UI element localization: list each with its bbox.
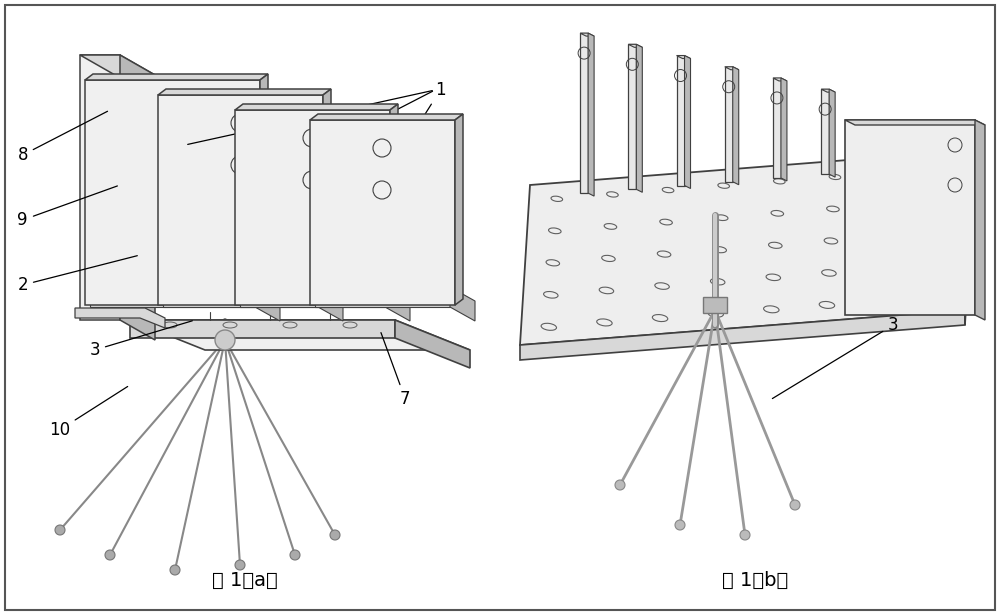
Circle shape <box>235 560 245 570</box>
Circle shape <box>790 500 800 510</box>
Polygon shape <box>725 67 739 69</box>
Polygon shape <box>580 33 594 36</box>
Polygon shape <box>628 44 636 189</box>
Text: 8: 8 <box>18 111 108 164</box>
Circle shape <box>105 550 115 560</box>
Polygon shape <box>975 120 985 320</box>
Polygon shape <box>163 287 318 307</box>
Text: 3: 3 <box>89 321 192 359</box>
Polygon shape <box>450 287 475 321</box>
Polygon shape <box>75 308 165 328</box>
Polygon shape <box>310 120 455 305</box>
Polygon shape <box>158 95 323 305</box>
Polygon shape <box>315 287 450 307</box>
Polygon shape <box>80 55 155 75</box>
Text: 9: 9 <box>18 186 117 229</box>
Polygon shape <box>821 89 829 174</box>
Polygon shape <box>395 320 470 368</box>
Circle shape <box>330 530 340 540</box>
Polygon shape <box>120 55 155 340</box>
Circle shape <box>615 480 625 490</box>
Polygon shape <box>781 78 787 181</box>
Polygon shape <box>965 150 975 325</box>
Text: 7: 7 <box>381 333 411 408</box>
Polygon shape <box>677 55 691 58</box>
Polygon shape <box>773 78 781 178</box>
Circle shape <box>675 520 685 530</box>
Polygon shape <box>255 287 280 321</box>
Polygon shape <box>235 110 390 305</box>
Polygon shape <box>703 297 727 313</box>
Text: 1: 1 <box>356 81 446 223</box>
Polygon shape <box>240 287 385 307</box>
Polygon shape <box>733 67 739 184</box>
Polygon shape <box>318 287 343 321</box>
Polygon shape <box>385 287 410 321</box>
Polygon shape <box>580 33 588 193</box>
Polygon shape <box>628 44 642 47</box>
Polygon shape <box>829 89 835 177</box>
Polygon shape <box>130 320 395 338</box>
Polygon shape <box>636 44 642 192</box>
Circle shape <box>290 550 300 560</box>
Text: 图 1（a）: 图 1（a） <box>212 571 278 590</box>
Circle shape <box>215 330 235 350</box>
Text: 图 1（b）: 图 1（b） <box>722 571 788 590</box>
Polygon shape <box>455 114 463 305</box>
Polygon shape <box>158 89 331 95</box>
Polygon shape <box>725 67 733 181</box>
Polygon shape <box>260 74 268 305</box>
Text: 3: 3 <box>772 316 899 399</box>
Polygon shape <box>390 104 398 305</box>
Polygon shape <box>845 120 975 315</box>
Text: 10: 10 <box>49 386 128 439</box>
Polygon shape <box>323 89 331 305</box>
Polygon shape <box>235 104 398 110</box>
Polygon shape <box>80 55 120 320</box>
Text: 2: 2 <box>17 256 137 294</box>
Polygon shape <box>677 55 685 186</box>
Polygon shape <box>90 287 255 307</box>
Circle shape <box>55 525 65 535</box>
Polygon shape <box>773 78 787 81</box>
Polygon shape <box>845 120 985 125</box>
Polygon shape <box>310 114 463 120</box>
Polygon shape <box>588 33 594 196</box>
Polygon shape <box>520 150 975 345</box>
Polygon shape <box>85 74 268 80</box>
Polygon shape <box>85 80 260 305</box>
Polygon shape <box>821 89 835 92</box>
Polygon shape <box>685 55 691 189</box>
Circle shape <box>170 565 180 575</box>
Polygon shape <box>520 310 965 360</box>
Circle shape <box>740 530 750 540</box>
Polygon shape <box>130 320 470 350</box>
